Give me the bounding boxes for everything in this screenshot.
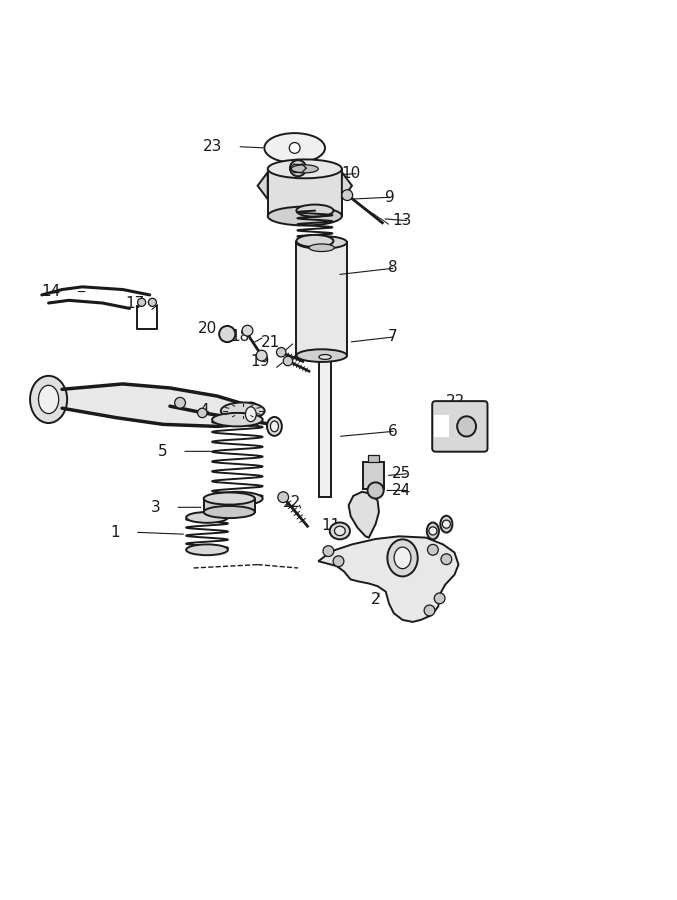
Text: 18: 18: [230, 329, 250, 344]
Ellipse shape: [267, 417, 282, 436]
Ellipse shape: [334, 526, 345, 536]
Polygon shape: [163, 388, 217, 427]
Circle shape: [257, 350, 267, 361]
Text: 12: 12: [282, 495, 301, 510]
FancyBboxPatch shape: [432, 401, 487, 452]
Text: 22: 22: [446, 394, 465, 409]
Text: 20: 20: [198, 321, 217, 336]
Circle shape: [323, 545, 334, 556]
Circle shape: [175, 398, 185, 409]
Text: 9: 9: [385, 190, 395, 204]
Ellipse shape: [204, 506, 255, 518]
Circle shape: [148, 298, 156, 306]
Circle shape: [219, 326, 236, 342]
Bar: [368, 455, 379, 462]
Ellipse shape: [264, 133, 325, 163]
Text: 4: 4: [200, 403, 209, 418]
Text: 5: 5: [158, 444, 167, 459]
Text: 24: 24: [392, 483, 412, 498]
Circle shape: [283, 356, 292, 365]
Text: 3: 3: [151, 500, 160, 515]
Ellipse shape: [212, 413, 263, 427]
Circle shape: [333, 556, 344, 567]
Text: 10: 10: [341, 166, 361, 181]
Circle shape: [442, 520, 450, 528]
Circle shape: [290, 160, 306, 176]
Circle shape: [278, 491, 288, 502]
Ellipse shape: [204, 492, 255, 505]
Circle shape: [276, 347, 286, 357]
Polygon shape: [62, 384, 123, 418]
Ellipse shape: [39, 385, 59, 414]
Ellipse shape: [267, 207, 342, 226]
Text: 19: 19: [250, 354, 269, 368]
Bar: [204, 499, 255, 512]
Ellipse shape: [309, 244, 334, 251]
Ellipse shape: [297, 349, 347, 362]
Ellipse shape: [427, 523, 439, 539]
Ellipse shape: [246, 407, 257, 422]
Text: 25: 25: [392, 466, 412, 482]
Ellipse shape: [394, 547, 411, 569]
Ellipse shape: [387, 539, 418, 576]
Ellipse shape: [221, 402, 265, 419]
Polygon shape: [217, 396, 257, 427]
Bar: [364, 462, 384, 489]
Ellipse shape: [267, 159, 342, 178]
Circle shape: [427, 544, 438, 555]
Polygon shape: [257, 172, 267, 199]
Circle shape: [424, 605, 435, 616]
Polygon shape: [116, 384, 170, 425]
Circle shape: [441, 554, 452, 564]
Text: 8: 8: [388, 260, 398, 275]
Bar: [267, 169, 342, 216]
Ellipse shape: [330, 523, 350, 539]
Polygon shape: [318, 536, 458, 622]
Ellipse shape: [212, 491, 263, 505]
Text: 21: 21: [261, 335, 280, 349]
Polygon shape: [349, 491, 379, 537]
Circle shape: [429, 526, 437, 535]
Bar: [319, 357, 331, 497]
Text: 11: 11: [322, 518, 341, 533]
Text: 6: 6: [388, 424, 398, 438]
Circle shape: [137, 298, 146, 306]
Text: 17: 17: [126, 295, 145, 310]
Circle shape: [289, 142, 300, 153]
Ellipse shape: [457, 417, 476, 436]
Ellipse shape: [440, 516, 452, 533]
Ellipse shape: [270, 421, 278, 432]
Circle shape: [368, 482, 384, 499]
Ellipse shape: [291, 165, 318, 173]
Circle shape: [242, 325, 253, 336]
Bar: [297, 242, 347, 356]
Text: 14: 14: [41, 284, 61, 299]
Text: 1: 1: [110, 525, 120, 540]
Text: 7: 7: [388, 329, 398, 344]
Text: 2: 2: [372, 592, 381, 608]
Ellipse shape: [30, 376, 67, 423]
Bar: [434, 416, 449, 437]
Ellipse shape: [297, 235, 334, 248]
Ellipse shape: [297, 204, 334, 217]
Ellipse shape: [242, 402, 260, 426]
Circle shape: [342, 190, 353, 201]
Circle shape: [198, 409, 207, 418]
Polygon shape: [342, 172, 352, 199]
Ellipse shape: [186, 512, 228, 523]
Text: 23: 23: [203, 140, 223, 154]
Text: 13: 13: [392, 213, 412, 229]
Ellipse shape: [297, 236, 347, 248]
Circle shape: [434, 593, 445, 604]
Ellipse shape: [186, 544, 228, 555]
Ellipse shape: [319, 355, 331, 359]
